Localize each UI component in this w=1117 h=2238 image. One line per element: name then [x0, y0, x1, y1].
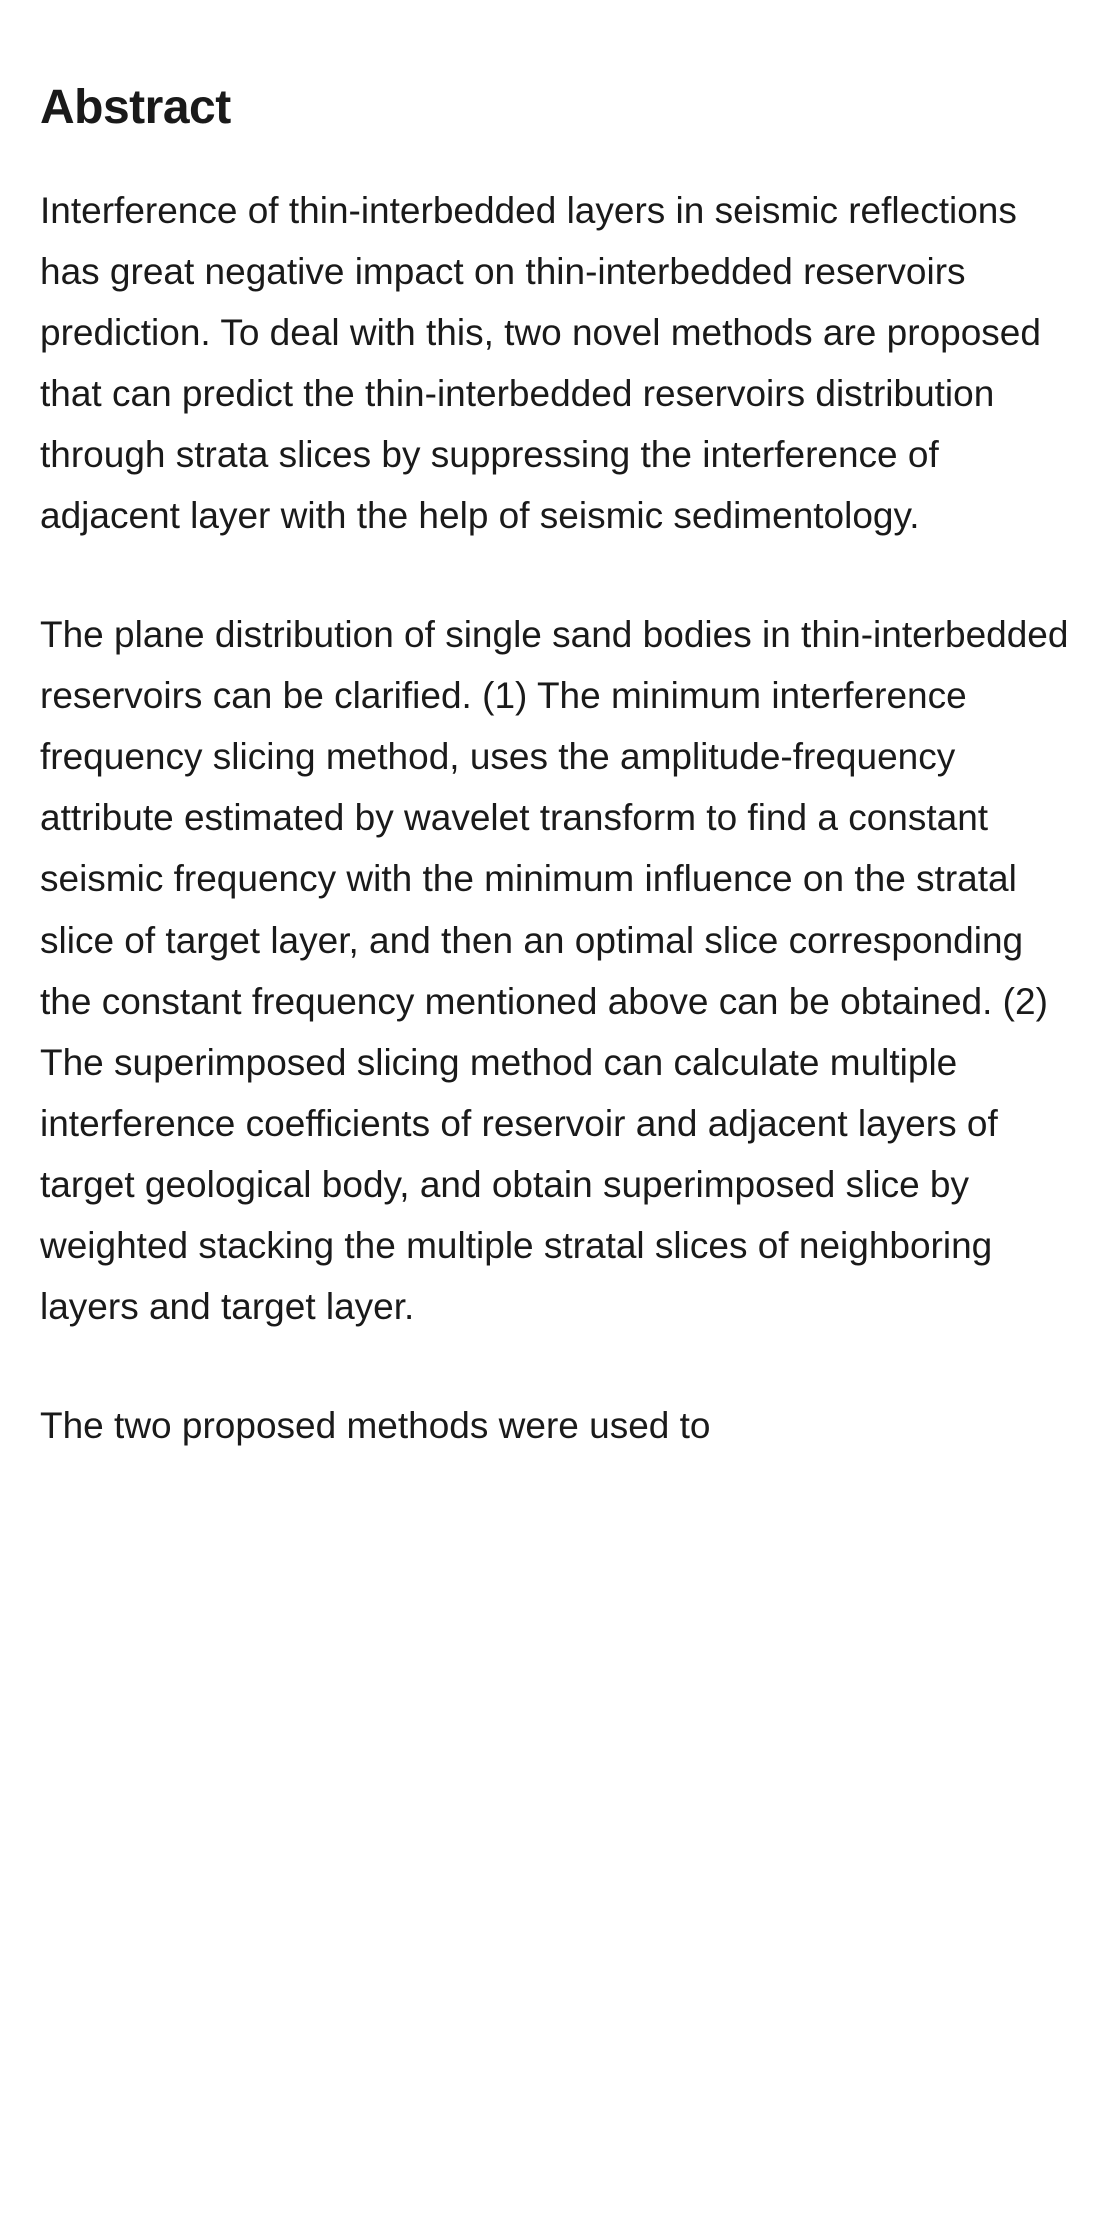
abstract-heading: Abstract: [40, 80, 1077, 135]
abstract-paragraph-2: The plane distribution of single sand bo…: [40, 604, 1077, 1337]
abstract-paragraph-1: Interference of thin-interbedded layers …: [40, 180, 1077, 546]
abstract-paragraph-3: The two proposed methods were used to: [40, 1395, 1077, 1456]
